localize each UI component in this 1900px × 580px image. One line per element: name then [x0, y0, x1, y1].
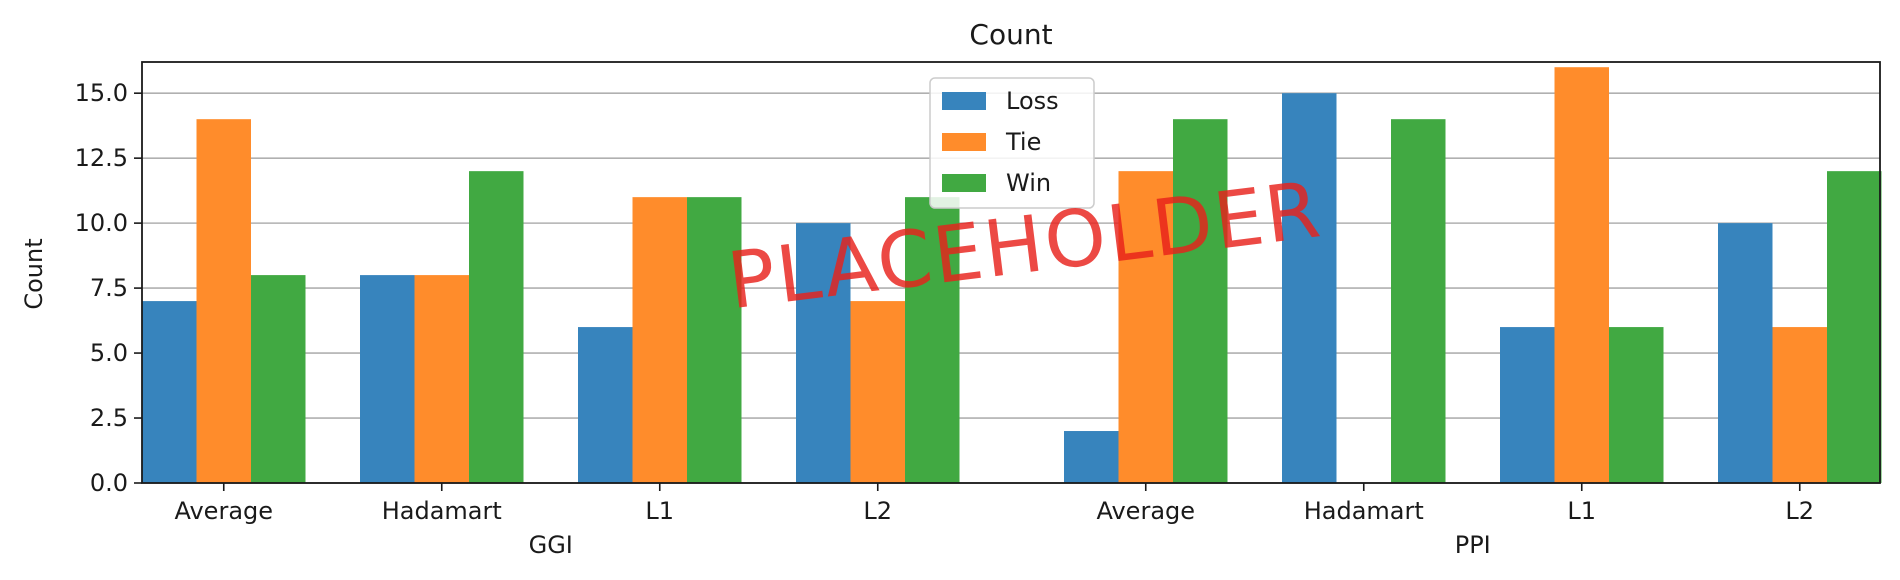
bar-win [905, 197, 960, 483]
x-axis-ticks: Average Hadamart L1 L2 Average Hadamart L1 L2 [174, 483, 1814, 525]
bar-loss [1500, 327, 1555, 483]
group-label: GGI [529, 531, 573, 559]
bar-loss [1064, 431, 1119, 483]
y-tick-label: 10.0 [75, 209, 128, 237]
group-label: PPI [1455, 531, 1491, 559]
bar-tie [414, 275, 469, 483]
x-tick-label: L2 [863, 497, 892, 525]
y-tick-label: 0.0 [90, 469, 128, 497]
y-tick-label: 5.0 [90, 339, 128, 367]
bar-tie [850, 301, 905, 483]
bar-tie [632, 197, 687, 483]
y-tick-label: 7.5 [90, 274, 128, 302]
x-tick-label: Hadamart [382, 497, 502, 525]
x-tick-label: L2 [1785, 497, 1814, 525]
bar-win [687, 197, 742, 483]
legend-label-loss: Loss [1006, 87, 1059, 115]
bar-tie [1554, 67, 1609, 483]
y-tick-label: 15.0 [75, 79, 128, 107]
bar-loss [360, 275, 415, 483]
x-tick-label: L1 [1567, 497, 1596, 525]
bar-win [1391, 119, 1446, 483]
bar-win [1609, 327, 1664, 483]
legend-swatch-loss [942, 92, 986, 110]
bar-win [1827, 171, 1882, 484]
bar-tie [1772, 327, 1827, 483]
axes-frame [141, 61, 1881, 484]
legend-swatch-win [942, 174, 986, 192]
y-axis-ticks: 0.0 2.5 5.0 7.5 10.0 12.5 15.0 [75, 79, 142, 497]
bar-loss [1282, 93, 1337, 484]
x-tick-label: Hadamart [1304, 497, 1424, 525]
bar-loss [142, 301, 197, 483]
bar-win [251, 275, 306, 483]
bar-win [469, 171, 524, 484]
bar-loss [1718, 223, 1773, 483]
legend-swatch-tie [942, 133, 986, 151]
legend-label-win: Win [1006, 169, 1051, 197]
x-tick-label: Average [1096, 497, 1195, 525]
x-tick-label: L1 [645, 497, 674, 525]
y-tick-label: 2.5 [90, 404, 128, 432]
group-labels: GGI PPI [529, 531, 1491, 559]
y-tick-label: 12.5 [75, 144, 128, 172]
legend-label-tie: Tie [1005, 128, 1041, 156]
chart-title: Count [969, 18, 1052, 51]
plot-frame [141, 61, 1881, 484]
bars [142, 67, 1882, 484]
y-axis-label: Count [20, 238, 48, 309]
bar-tie [1118, 171, 1173, 484]
bar-loss [578, 327, 633, 483]
bar-loss [796, 223, 851, 483]
bar-tie [196, 119, 251, 483]
x-tick-label: Average [174, 497, 273, 525]
legend: Loss Tie Win [929, 77, 1095, 209]
bar-win [1173, 119, 1228, 483]
